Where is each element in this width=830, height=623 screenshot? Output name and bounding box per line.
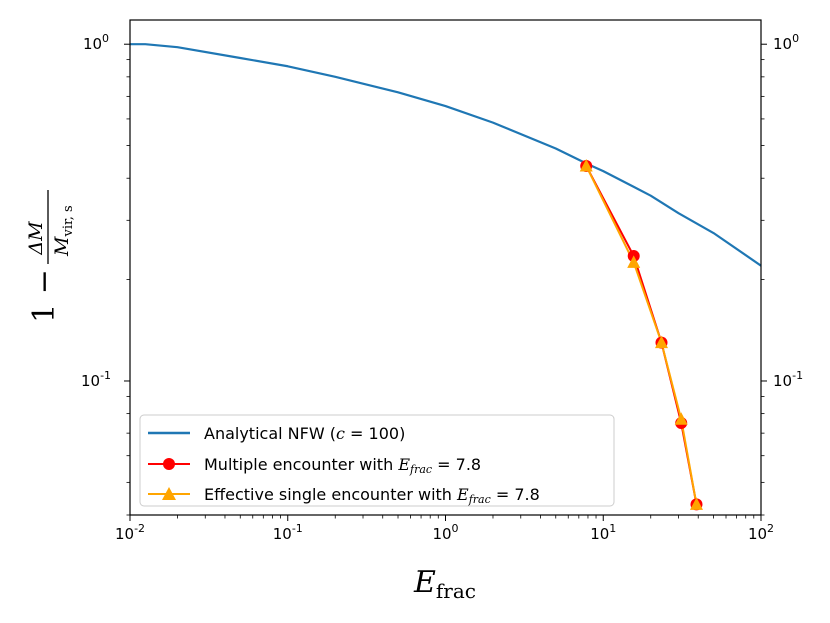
x-axis-title: Efrac: [413, 565, 476, 603]
y-axis-title-lead: 1 −: [27, 269, 62, 323]
y-axis-title-numerator: ΔM: [25, 221, 47, 256]
legend-marker-circle: [163, 458, 175, 470]
x-tick-label-0: 10-2: [115, 522, 145, 543]
legend-label-multiple: Multiple encounter with Efrac = 7.8: [204, 455, 481, 476]
legend-label-effective: Effective single encounter with Efrac = …: [204, 485, 540, 506]
series-2-point-1: [627, 255, 641, 268]
series-2-point-3: [674, 412, 688, 425]
x-axis-title-sub: frac: [436, 579, 476, 603]
x-tick-label-3: 101: [590, 522, 616, 543]
y-tick-label-left-1: 100: [83, 32, 109, 53]
legend: Analytical NFW (c = 100) Multiple encoun…: [139, 414, 615, 507]
x-axis-title-main: E: [413, 565, 436, 600]
series-2-point-4: [689, 497, 703, 510]
tick-layer: 10-2 10-1 100 101 102 10-1 10-1 100 100: [81, 32, 803, 543]
series-2-point-2: [654, 335, 668, 349]
x-tick-label-1: 10-1: [273, 522, 303, 543]
y-tick-label-right-0: 10-1: [773, 369, 803, 390]
y-tick-label-left-0: 10-1: [81, 369, 111, 390]
legend-frame: [139, 414, 615, 507]
marker-layer: [579, 158, 703, 511]
legend-entry-multiple: Multiple encounter with Efrac = 7.8: [148, 455, 481, 476]
x-tick-label-4: 102: [748, 522, 774, 543]
series-line-0: [130, 43, 761, 267]
legend-label-nfw: Analytical NFW (c = 100): [204, 424, 405, 443]
x-tick-label-2: 100: [432, 522, 458, 543]
y-tick-label-right-1: 100: [773, 32, 799, 53]
series-2-point-0: [579, 158, 593, 172]
legend-marker-triangle: [162, 487, 176, 500]
legend-entry-effective: Effective single encounter with Efrac = …: [148, 485, 540, 506]
y-axis-title: 1 − ΔM Mvir, s: [25, 190, 76, 323]
y-axis-title-denominator: Mvir, s: [51, 205, 76, 257]
legend-entry-nfw: Analytical NFW (c = 100): [148, 424, 405, 443]
